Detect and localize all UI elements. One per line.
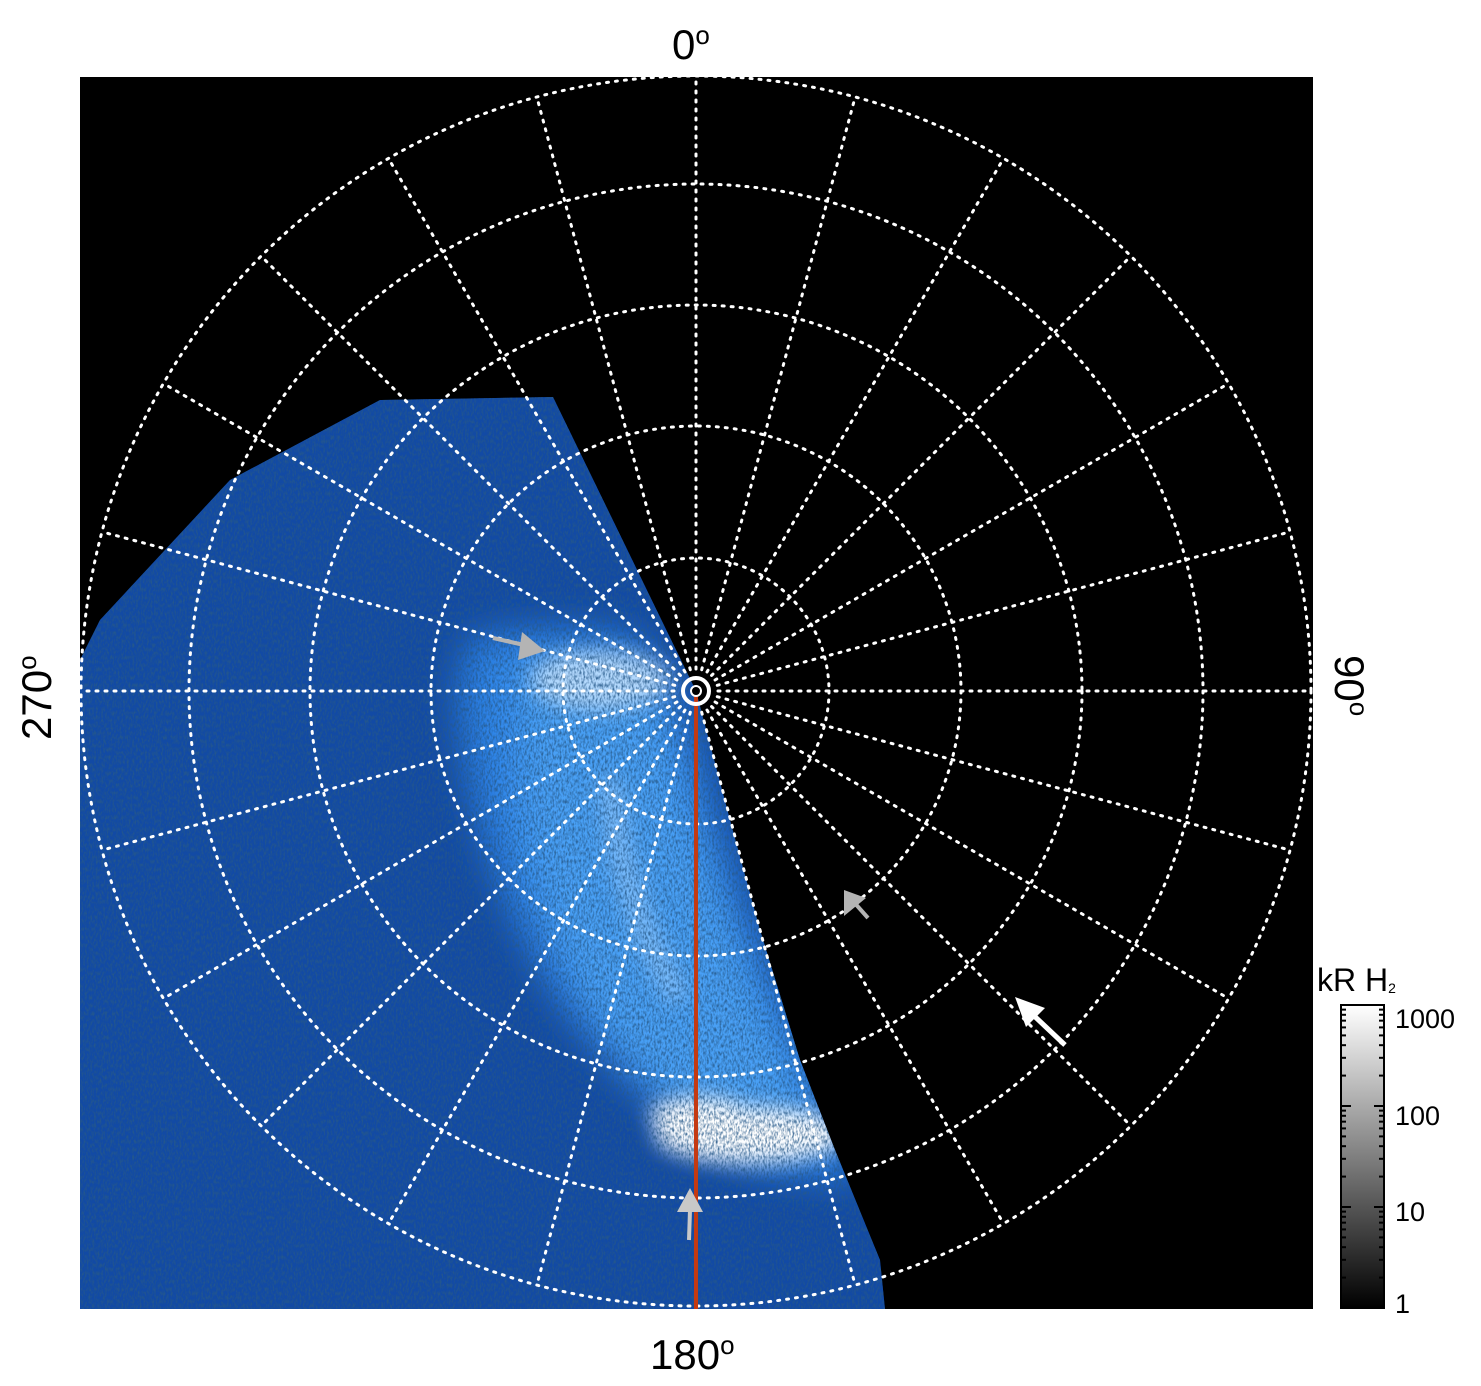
- grid-radial-line: [161, 382, 679, 682]
- grid-radial-line: [100, 530, 677, 687]
- arrow-gray-icon: [492, 632, 545, 660]
- arrow-white-icon: [1015, 997, 1067, 1047]
- grid-radial-line: [387, 156, 687, 674]
- label-180-degrees: 180o: [650, 1330, 735, 1378]
- grid-radial-line: [710, 254, 1133, 677]
- grid-radial-line: [705, 156, 1005, 674]
- colorbar-tick-label: 100: [1395, 1101, 1441, 1131]
- grid-radial-line: [535, 95, 692, 672]
- arrow-gray-icon: [844, 890, 870, 920]
- grid-radial-line: [713, 382, 1231, 682]
- pole-marker-icon: [681, 676, 711, 706]
- label-270-degrees: 270o: [12, 655, 60, 740]
- grid-radial-line: [700, 710, 857, 1287]
- grid-radial-line: [715, 530, 1292, 687]
- grid-radial-line: [100, 695, 677, 852]
- grid-radial-line: [259, 254, 682, 677]
- grid-radial-line: [710, 705, 1133, 1128]
- arrow-gray-icon: [677, 1188, 703, 1241]
- grid-radial-line: [713, 700, 1231, 1000]
- colorbar: [1340, 1004, 1385, 1309]
- grid-radial-line: [700, 95, 857, 672]
- colorbar-tick-label: 10: [1395, 1197, 1426, 1227]
- colorbar-tick-label: 1000: [1395, 1004, 1456, 1034]
- grid-radial-line: [715, 695, 1292, 852]
- label-0-degrees: 0o: [672, 20, 710, 68]
- grid-radial-line: [387, 708, 687, 1226]
- colorbar-title: kR H2: [1317, 962, 1396, 998]
- grid-radials: [80, 77, 1313, 1308]
- colorbar-tick-label: 1: [1395, 1289, 1411, 1319]
- grid-radial-line: [259, 705, 682, 1128]
- grid-radial-line: [161, 700, 679, 1000]
- label-90-degrees: 90o: [1326, 655, 1374, 717]
- grid-radial-line: [535, 710, 692, 1287]
- grid-radial-line: [705, 708, 1005, 1226]
